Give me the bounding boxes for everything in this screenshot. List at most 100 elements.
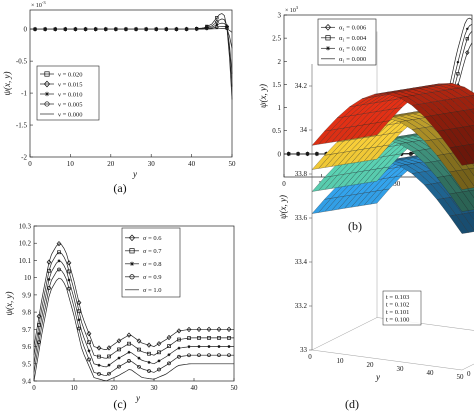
z-tick-label: 33.8 — [295, 170, 308, 178]
data-point — [457, 61, 460, 64]
x-tick-label: 30 — [148, 160, 156, 168]
y-tick-label: 0 — [278, 150, 282, 158]
x-tick-label: 0 — [32, 384, 36, 392]
y-tick-label: 9.6 — [22, 343, 31, 351]
x-tick-label: 20 — [111, 384, 119, 392]
legend-label: σ = 0.6 — [143, 235, 162, 242]
y-tick-label: 0 — [24, 26, 28, 34]
legend-label: α₁ = 0.006 — [339, 25, 367, 32]
legend-label: t = 0.101 — [386, 309, 409, 316]
x-tick-label: 10 — [71, 384, 79, 392]
y-tick-label: -1.5 — [16, 122, 28, 130]
z-tick-label: 34.2 — [295, 82, 308, 90]
x-tick-label: 50 — [229, 160, 237, 168]
caption-c: (c) — [113, 397, 126, 411]
y-axis-label: ψ(x, y) — [2, 71, 12, 95]
legend-label: α₁ = 0.004 — [339, 35, 367, 42]
y-tick-label: -0.5 — [16, 58, 28, 66]
data-point — [98, 364, 101, 367]
data-point — [118, 357, 121, 360]
data-point — [68, 279, 71, 282]
y-tick-label: 2 — [278, 58, 282, 66]
data-point — [228, 345, 231, 348]
x-tick-label: 30 — [397, 365, 405, 373]
y-tick-label: 9.5 — [22, 360, 31, 368]
y-tick-label: 9.8 — [22, 309, 31, 317]
legend-label: α₁ = 0.000 — [339, 56, 366, 63]
y-axis-label: ψ(x, y) — [4, 291, 14, 315]
y-tick-label: 9.7 — [22, 326, 31, 334]
y-tick-label: 10 — [24, 274, 32, 282]
legend-label: t = 0.100 — [386, 317, 409, 324]
data-point — [58, 259, 61, 262]
x-tick-label: 0 — [308, 353, 312, 361]
data-point — [138, 357, 141, 360]
data-point — [48, 278, 51, 281]
z-tick-label: 33 — [300, 346, 308, 354]
legend-label: ν = 0.015 — [58, 81, 82, 88]
z-tick-label: 33.4 — [295, 258, 308, 266]
x-tick-label: 50 — [457, 373, 465, 381]
legend-label: σ = 0.8 — [143, 261, 162, 268]
data-point — [178, 347, 181, 350]
data-point — [88, 349, 91, 352]
data-point — [108, 364, 111, 367]
y-tick-label: -1 — [21, 90, 27, 98]
legend: α₁ = 0.006 α₁ = 0.004 α₁ = 0.002 α₁ = 0.000 — [318, 19, 376, 65]
x-tick-label: 0 — [28, 160, 32, 168]
y-tick-label: 10.2 — [19, 240, 32, 248]
data-point — [158, 359, 161, 362]
legend-label: ν = 0.005 — [58, 101, 82, 108]
y-tick-label: -2 — [21, 154, 27, 162]
y-tick-label: 10.1 — [19, 257, 32, 265]
caption-b: (b) — [348, 219, 362, 233]
legend-label: ν = 0.010 — [58, 91, 82, 98]
y-tick-label: 9.9 — [22, 291, 31, 299]
x-tick-label: 10 — [67, 160, 75, 168]
legend-label: α₁ = 0.002 — [339, 46, 366, 53]
x-axis-label: y — [135, 393, 140, 403]
legend-label: σ = 0.7 — [143, 248, 162, 255]
x-axis-label: y — [132, 169, 137, 179]
z-tick-label: 33.6 — [295, 214, 308, 222]
x-tick-label: 40 — [191, 384, 199, 392]
legend-swatch-marker — [326, 46, 330, 50]
legend-swatch-marker — [45, 92, 49, 96]
caption-d: (d) — [345, 397, 359, 411]
y-tick-label: 1.5 — [272, 81, 281, 89]
z-axis-label: ψ(x, y) — [278, 195, 288, 219]
x-tick-label: 50 — [231, 384, 239, 392]
data-point — [78, 318, 81, 321]
y-tick-label: 0.5 — [272, 127, 281, 135]
z-tick-label: 33.2 — [295, 302, 308, 310]
legend-label: σ = 1.0 — [143, 287, 162, 294]
y-tick-label: 2.5 — [272, 35, 281, 43]
x-tick-label: 20 — [367, 361, 375, 369]
x-tick-label: 30 — [151, 384, 159, 392]
x-tick-label: 20 — [107, 160, 115, 168]
y-tick-label: 10.3 — [19, 223, 32, 231]
y-tick-label: 3 — [278, 12, 282, 20]
z-tick-label: 34 — [300, 126, 308, 134]
legend-label: σ = 0.9 — [143, 274, 162, 281]
data-point — [218, 345, 221, 348]
data-point — [208, 345, 211, 348]
data-point — [148, 361, 151, 364]
legend: σ = 0.6 σ = 0.7 σ = 0.8 σ = 0.9 σ = 1.0 — [122, 228, 180, 297]
y-tick-label: 0 — [467, 370, 471, 378]
x-tick-label: 10 — [337, 357, 345, 365]
data-point — [188, 345, 191, 348]
data-point — [198, 345, 201, 348]
x-tick-label: 40 — [427, 369, 435, 377]
caption-a: (a) — [113, 181, 126, 195]
data-point — [128, 351, 131, 354]
legend-label: ν = 0.000 — [58, 111, 82, 118]
x-tick-label: 40 — [188, 160, 196, 168]
x-tick-label: 0 — [282, 180, 286, 188]
legend-label: t = 0.103 — [386, 294, 409, 301]
legend-label: t = 0.102 — [386, 302, 409, 309]
legend-label: ν = 0.020 — [58, 71, 82, 78]
